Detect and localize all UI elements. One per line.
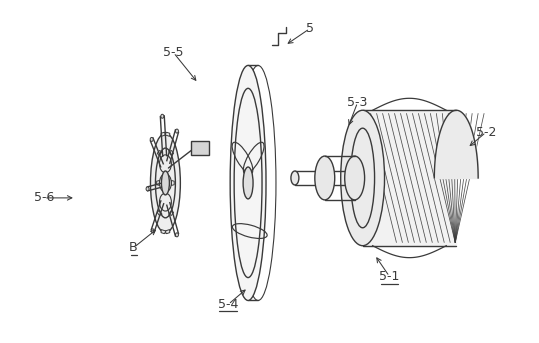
Polygon shape — [165, 132, 170, 137]
Polygon shape — [169, 151, 174, 156]
Text: 5-5: 5-5 — [163, 46, 184, 59]
Ellipse shape — [150, 133, 181, 233]
Polygon shape — [169, 210, 174, 215]
Text: 5: 5 — [306, 22, 314, 35]
Ellipse shape — [176, 233, 178, 237]
Polygon shape — [157, 210, 162, 215]
Polygon shape — [161, 229, 166, 234]
Text: 5-4: 5-4 — [218, 298, 238, 311]
Ellipse shape — [161, 114, 164, 118]
Ellipse shape — [315, 156, 335, 200]
Ellipse shape — [291, 171, 299, 185]
Ellipse shape — [243, 167, 253, 199]
Text: 5-1: 5-1 — [379, 270, 400, 283]
Ellipse shape — [151, 229, 154, 233]
Text: B: B — [129, 241, 138, 254]
Ellipse shape — [150, 138, 153, 141]
Ellipse shape — [162, 171, 169, 195]
Ellipse shape — [176, 129, 178, 133]
Polygon shape — [165, 229, 170, 234]
Polygon shape — [171, 180, 174, 186]
Polygon shape — [161, 132, 166, 137]
Text: 5-3: 5-3 — [348, 96, 368, 109]
Text: 5-2: 5-2 — [476, 126, 496, 139]
Text: 5-6: 5-6 — [34, 191, 54, 204]
Polygon shape — [157, 180, 160, 186]
Polygon shape — [363, 110, 456, 246]
Ellipse shape — [146, 187, 149, 191]
Polygon shape — [157, 151, 162, 156]
Bar — [191, 141, 209, 155]
Ellipse shape — [345, 156, 364, 200]
Ellipse shape — [341, 110, 384, 246]
Ellipse shape — [230, 66, 266, 300]
